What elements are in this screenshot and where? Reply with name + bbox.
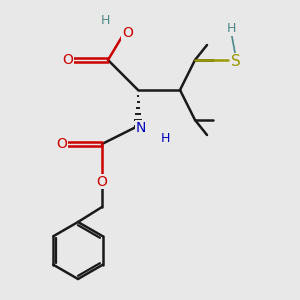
Text: O: O bbox=[56, 137, 67, 151]
Text: H: H bbox=[100, 14, 110, 28]
Text: O: O bbox=[97, 175, 107, 188]
Text: S: S bbox=[231, 54, 240, 69]
Text: H: H bbox=[226, 22, 236, 35]
Text: O: O bbox=[62, 53, 73, 67]
Text: H: H bbox=[160, 131, 170, 145]
Text: N: N bbox=[136, 121, 146, 134]
Text: O: O bbox=[122, 26, 133, 40]
